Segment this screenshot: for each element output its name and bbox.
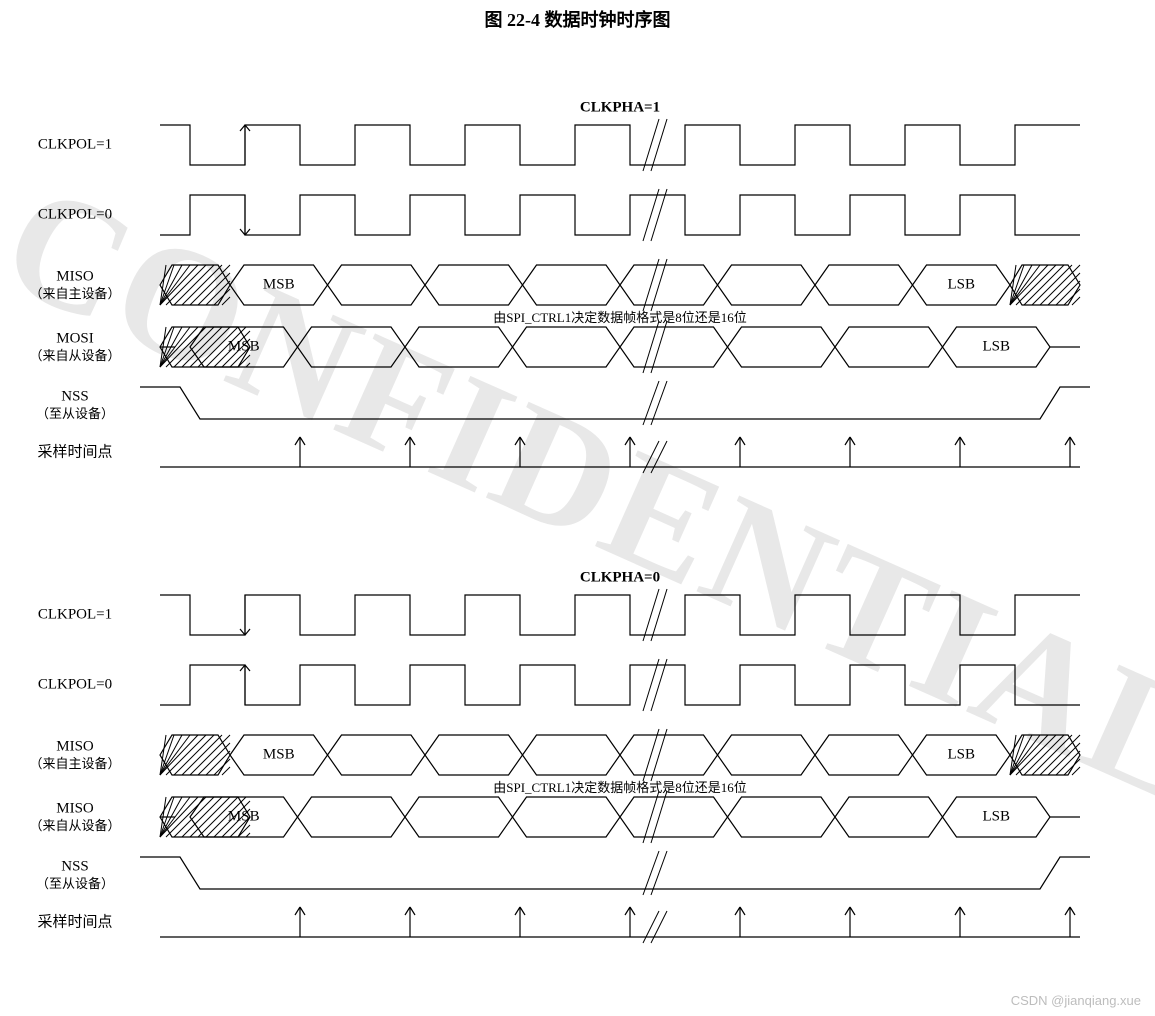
svg-text:LSB: LSB [947, 746, 975, 762]
svg-text:MOSI: MOSI [56, 330, 94, 346]
timing-section-clkpha1: CLKPHA=1 CLKPOL=1 CLKPOL=0 MISO （来自主设备） MSB LS… [0, 90, 1155, 550]
svg-text:NSS: NSS [61, 388, 89, 404]
svg-text:MISO: MISO [56, 738, 94, 754]
svg-text:LSB: LSB [982, 338, 1010, 354]
svg-text:由SPI_CTRL1决定数据帧格式是8位还是16位: 由SPI_CTRL1决定数据帧格式是8位还是16位 [493, 310, 747, 325]
svg-text:CLKPHA=1: CLKPHA=1 [580, 99, 660, 115]
svg-text:（至从设备）: （至从设备） [36, 406, 114, 421]
svg-text:CLKPOL=1: CLKPOL=1 [38, 606, 112, 622]
svg-text:（来自主设备）: （来自主设备） [29, 756, 120, 771]
svg-text:CLKPOL=1: CLKPOL=1 [38, 136, 112, 152]
svg-text:LSB: LSB [947, 276, 975, 292]
svg-text:MSB: MSB [263, 746, 295, 762]
page: { "title": "图 22-4 数据时钟时序图", "watermark_… [0, 0, 1155, 1016]
svg-text:CLKPHA=0: CLKPHA=0 [580, 569, 660, 585]
svg-text:（来自从设备）: （来自从设备） [29, 818, 120, 833]
svg-text:由SPI_CTRL1决定数据帧格式是8位还是16位: 由SPI_CTRL1决定数据帧格式是8位还是16位 [493, 780, 747, 795]
svg-text:（来自主设备）: （来自主设备） [29, 286, 120, 301]
figure-title: 图 22-4 数据时钟时序图 [0, 6, 1155, 32]
svg-text:MSB: MSB [263, 276, 295, 292]
svg-text:（来自从设备）: （来自从设备） [29, 348, 120, 363]
svg-text:LSB: LSB [982, 808, 1010, 824]
timing-section-clkpha0: CLKPHA=0 CLKPOL=1 CLKPOL=0 MISO （来自主设备） MSB LS… [0, 560, 1155, 1016]
svg-text:MISO: MISO [56, 268, 94, 284]
svg-text:CLKPOL=0: CLKPOL=0 [38, 206, 112, 222]
svg-text:采样时间点: 采样时间点 [37, 913, 112, 930]
svg-text:MISO: MISO [56, 800, 94, 816]
source-credit: CSDN @jianqiang.xue [1011, 993, 1141, 1008]
svg-text:（至从设备）: （至从设备） [36, 876, 114, 891]
svg-text:NSS: NSS [61, 858, 89, 874]
svg-text:CLKPOL=0: CLKPOL=0 [38, 676, 112, 692]
svg-text:采样时间点: 采样时间点 [37, 443, 112, 460]
